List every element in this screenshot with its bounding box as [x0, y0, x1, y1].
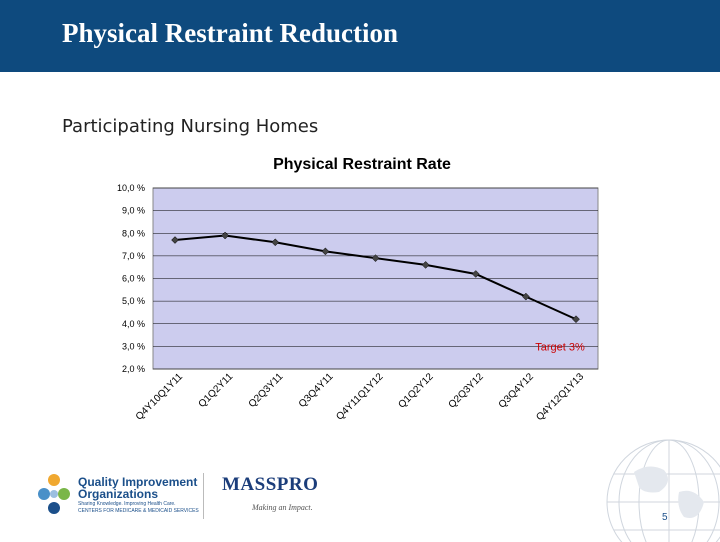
x-tick-label: Q4Y10Q1Y11 [134, 371, 186, 423]
y-tick-label: 8,0 % [122, 228, 145, 238]
footer-divider [203, 473, 204, 519]
gridlines [153, 187, 598, 370]
x-tick-label: Q4Y11Q1Y12 [334, 371, 386, 423]
qio-name: Quality Improvement Organizations [78, 476, 197, 500]
y-tick-label: 4,0 % [122, 319, 145, 329]
data-point [221, 231, 229, 240]
qio-tagline2: CENTERS FOR MEDICARE & MEDICAID SERVICES [78, 508, 199, 514]
y-tick-label: 10,0 % [117, 183, 145, 193]
data-point [371, 254, 380, 262]
data-point [471, 270, 480, 278]
title-bar: Physical Restraint Reduction [0, 0, 720, 72]
data-point [271, 238, 280, 247]
y-axis-ticks: 10,0 % 9,0 % 8,0 % 7,0 % 6,0 % 5,0 % 4,0 % 3,0 … [117, 183, 145, 374]
data-point [321, 247, 330, 256]
x-tick-label: Q3Q4Y11 [297, 371, 336, 410]
globe-icon [606, 439, 720, 542]
target-label: Target 3% [535, 341, 585, 353]
data-point [171, 236, 179, 244]
qio-name-line1: Quality Improvement [78, 475, 198, 489]
x-axis-ticks: Q4Y10Q1Y11 Q1Q2Y11 Q2Q3Y11 Q3Q4Y11Q4Y11Q1Y1… [134, 371, 587, 423]
masspro-logo: MASSPRO [222, 474, 319, 495]
data-point [572, 315, 580, 324]
x-tick-label: Q1Q2Y12 [397, 371, 437, 411]
x-tick-label: Q1Q2Y11 [197, 371, 236, 410]
x-tick-label: Q4Y12Q1Y13 [534, 371, 586, 423]
slide-subtitle: Participating Nursing Homes [62, 116, 319, 137]
y-tick-label: 5,0 % [122, 296, 145, 306]
x-tick-label: Q3Q4Y12 [497, 371, 537, 411]
chart-title: Physical Restraint Rate [273, 156, 451, 173]
qio-tagline: Sharing Knowledge. Improving Health Care… [78, 501, 199, 515]
x-tick-label: Q2Q3Y12 [447, 371, 487, 411]
y-tick-label: 2,0 % [122, 364, 145, 374]
data-markers [171, 231, 580, 324]
page-number: 5 [662, 512, 668, 523]
qio-logo-icon [38, 474, 70, 514]
data-point [421, 261, 430, 269]
y-tick-label: 9,0 % [122, 206, 145, 216]
y-tick-label: 7,0 % [122, 251, 145, 261]
slide-title: Physical Restraint Reduction [62, 18, 398, 48]
qio-name-line2: Organizations [78, 487, 159, 501]
y-tick-label: 3,0 % [122, 341, 145, 351]
restraint-rate-chart: Physical Restraint Rate 10,0 % 9,0 % 8,0 %… [117, 156, 599, 423]
masspro-tagline: Making an Impact. [252, 503, 313, 512]
qio-tagline1: Sharing Knowledge. Improving Health Care… [78, 501, 176, 507]
x-tick-label: Q2Q3Y11 [247, 371, 286, 410]
data-point [522, 292, 530, 301]
y-tick-label: 6,0 % [122, 274, 145, 284]
